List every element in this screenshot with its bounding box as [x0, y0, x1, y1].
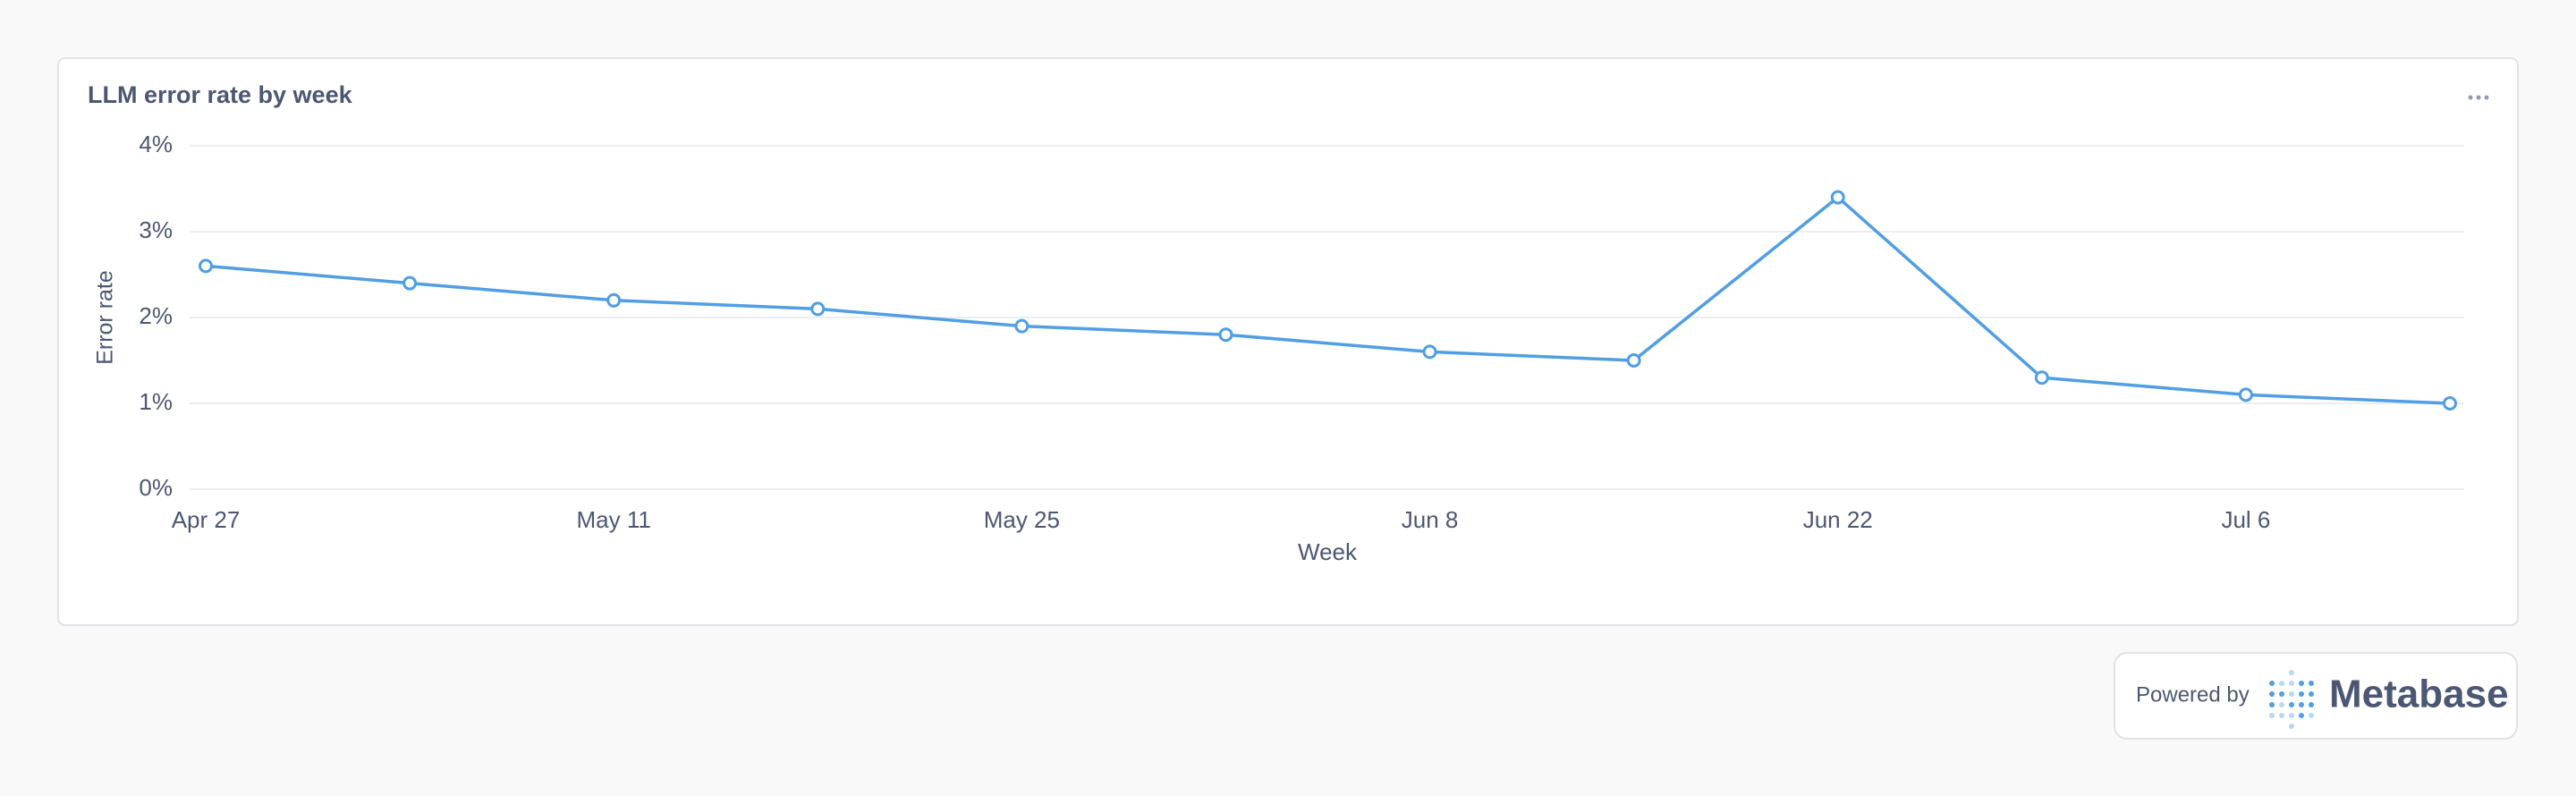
- brand-text: Metabase: [2329, 673, 2509, 716]
- point: [606, 292, 622, 308]
- point: [1218, 327, 1233, 343]
- logo-icon: [2269, 670, 2314, 729]
- point: [1626, 353, 1641, 368]
- y-tick-label: 4%: [139, 131, 173, 157]
- point: [2443, 396, 2457, 411]
- powered-by-box[interactable]: [2114, 652, 2518, 740]
- point: [2238, 387, 2253, 402]
- card: [57, 57, 2519, 626]
- x-tick-label: Jul 6: [2221, 506, 2270, 533]
- y-tick-label: 1%: [139, 388, 173, 415]
- powered-by-text: Powered by: [2136, 682, 2250, 707]
- point: [1422, 344, 1437, 360]
- point: [1830, 190, 1845, 205]
- point: [2034, 370, 2049, 385]
- y-axis-label: Error rate: [93, 270, 118, 365]
- x-tick-label: Jun 22: [1803, 506, 1873, 533]
- chart-title: LLM error rate by week: [88, 81, 353, 108]
- x-tick-label: Apr 27: [172, 506, 241, 533]
- x-tick-label: Jun 8: [1402, 506, 1459, 533]
- line: [205, 195, 2451, 405]
- x-tick-label: May 11: [577, 506, 651, 533]
- menu-icon[interactable]: [2468, 95, 2489, 100]
- point: [199, 258, 213, 274]
- point: [402, 275, 418, 291]
- point: [1014, 318, 1030, 334]
- y-tick-label: 2%: [139, 302, 173, 329]
- x-tick-label: May 25: [984, 506, 1060, 533]
- y-tick-label: 0%: [139, 474, 173, 501]
- point: [810, 301, 826, 317]
- y-tick-label: 3%: [139, 216, 173, 243]
- x-axis-label: Week: [1298, 538, 1358, 565]
